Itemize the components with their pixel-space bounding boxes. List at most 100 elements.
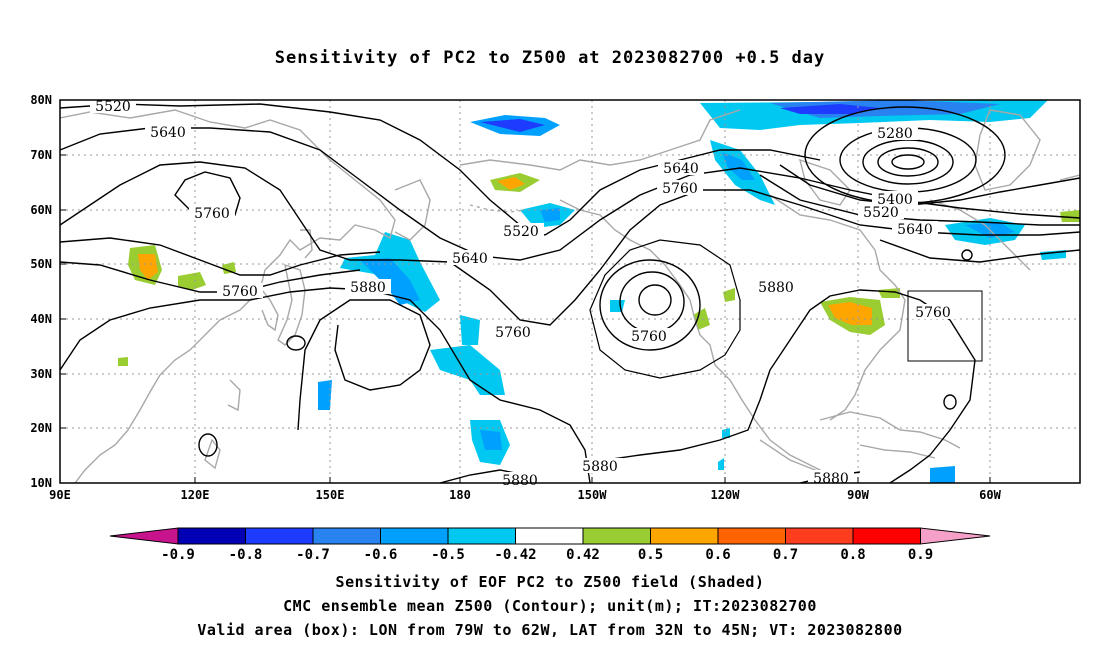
colorbar-swatch <box>380 527 449 545</box>
cutoff-low-outer <box>599 259 701 351</box>
contour-ridge <box>297 299 431 431</box>
contour-label-text: 5280 <box>877 126 913 142</box>
lon-label: 150W <box>578 488 608 502</box>
contour-label: 5280 <box>872 125 918 142</box>
colorbar-label: -0.6 <box>364 547 398 563</box>
lat-label: 40N <box>30 312 52 326</box>
lon-label: 120W <box>711 488 741 502</box>
shade-na1-core <box>828 302 872 325</box>
contour-label: 5760 <box>490 324 536 341</box>
shade-mex2 <box>722 428 730 438</box>
contour-label-text: 5520 <box>863 205 899 221</box>
lon-label: 180 <box>449 488 471 502</box>
lat-label: 20N <box>30 421 52 435</box>
lat-label: 50N <box>30 257 52 271</box>
colorbar: -0.9 -0.8 -0.7 -0.6 -0.5 -0.42 0.42 0.5 0.6 0.7 0.… <box>109 527 991 563</box>
shade-gulf-ak-core <box>540 208 560 222</box>
atl-contour <box>879 239 1080 263</box>
contour-label-text: 5640 <box>897 222 933 238</box>
contour-label-text: 5880 <box>758 280 794 296</box>
contour-label: 5640 <box>658 160 704 177</box>
contour-label-text: 5640 <box>663 161 699 177</box>
polar-trough-2 <box>759 174 1080 226</box>
shade-trop-atl <box>930 466 955 483</box>
lat-label: 80N <box>30 93 52 107</box>
contour-label-text: 5880 <box>350 280 386 296</box>
contour-5880-east <box>589 289 976 483</box>
shade-asia4 <box>118 357 128 366</box>
shade-np1-core <box>480 119 545 132</box>
axis-ticks <box>60 154 991 483</box>
contour-label: 5520 <box>858 204 904 221</box>
lon-label: 150E <box>316 488 345 502</box>
lon-label: 60W <box>979 488 1001 502</box>
contour-5760-south <box>60 261 361 293</box>
colorbar-label: -0.42 <box>494 547 536 563</box>
shade-na3 <box>723 288 735 302</box>
contour-label: 5640 <box>145 124 191 141</box>
contour-label-text: 5760 <box>662 181 698 197</box>
colorbar-label: 0.8 <box>840 547 865 563</box>
contour-label-group: 5520 5640 5760 5280 5640 5760 5400 5520 … <box>90 98 956 489</box>
contour-label: 5520 <box>90 98 136 115</box>
map-title: Sensitivity of PC2 to Z500 at 2023082700… <box>274 48 826 68</box>
colorbar-low-arrow <box>109 527 179 545</box>
contour-label-text: 5880 <box>502 473 538 489</box>
contour-label-text: 5880 <box>813 471 849 487</box>
contour-label: 5880 <box>577 458 623 475</box>
colorbar-swatch <box>312 527 381 545</box>
contour-label-text: 5760 <box>631 329 667 345</box>
contour-label-text: 5760 <box>194 206 230 222</box>
colorbar-swatch <box>785 527 854 545</box>
shade-cp3 <box>430 345 505 395</box>
shade-cp2 <box>460 315 480 345</box>
colorbar-label: 0.42 <box>566 547 600 563</box>
contour-label: 5760 <box>657 180 703 197</box>
contour-label-text: 5760 <box>495 325 531 341</box>
caption-line-2: CMC ensemble mean Z500 (Contour); unit(m… <box>283 597 817 615</box>
contour-5760-west <box>60 161 1080 326</box>
cutoff-low-inner <box>638 284 672 316</box>
contour-label: 5880 <box>808 470 854 487</box>
sensitivity-shading <box>118 100 1080 483</box>
small-low-c <box>943 394 957 410</box>
contour-label-text: 5520 <box>95 99 131 115</box>
contour-label-text: 5880 <box>582 459 618 475</box>
contour-label: 5880 <box>497 472 543 489</box>
lon-label: 120E <box>181 488 210 502</box>
small-low-a <box>286 335 306 351</box>
colorbar-swatch <box>447 527 516 545</box>
coastlines <box>60 109 1080 483</box>
contour-label: 5880 <box>753 279 799 296</box>
colorbar-swatch <box>650 527 719 545</box>
colorbar-swatch <box>717 527 786 545</box>
shade-asia3 <box>222 262 236 274</box>
polar-low-1 <box>891 154 925 170</box>
contour-label-text: 5640 <box>452 251 488 267</box>
colorbar-label: -0.7 <box>296 547 330 563</box>
shade-na4 <box>878 288 900 298</box>
contour-label-text: 5640 <box>150 125 186 141</box>
shade-asia2 <box>178 272 206 290</box>
lon-labels: 90E 120E 150E 180 150W 120W 90W 60W <box>49 488 1001 502</box>
lat-label: 70N <box>30 148 52 162</box>
polar-low-2 <box>877 147 939 177</box>
shade-np2-core <box>497 177 525 190</box>
shade-na2 <box>693 308 710 330</box>
plot-frame <box>59 99 1081 484</box>
contour-label: 5760 <box>189 205 235 222</box>
contour-5880-cutoff <box>589 239 741 379</box>
caption-line-3: Valid area (box): LON from 79W to 62W, L… <box>197 621 903 639</box>
small-low-b <box>198 433 218 457</box>
lat-label: 10N <box>30 476 52 490</box>
colorbar-swatch <box>177 527 246 545</box>
colorbar-label: -0.8 <box>229 547 263 563</box>
contour-label-text: 5760 <box>915 305 951 321</box>
lat-labels: 80N 70N 60N 50N 40N 30N 20N 10N <box>30 93 52 490</box>
contour-label: 5760 <box>217 283 263 300</box>
colorbar-label: 0.9 <box>908 547 933 563</box>
shade-labrador-core <box>722 152 755 180</box>
colorbar-swatch <box>582 527 651 545</box>
small-low-d <box>961 249 973 261</box>
